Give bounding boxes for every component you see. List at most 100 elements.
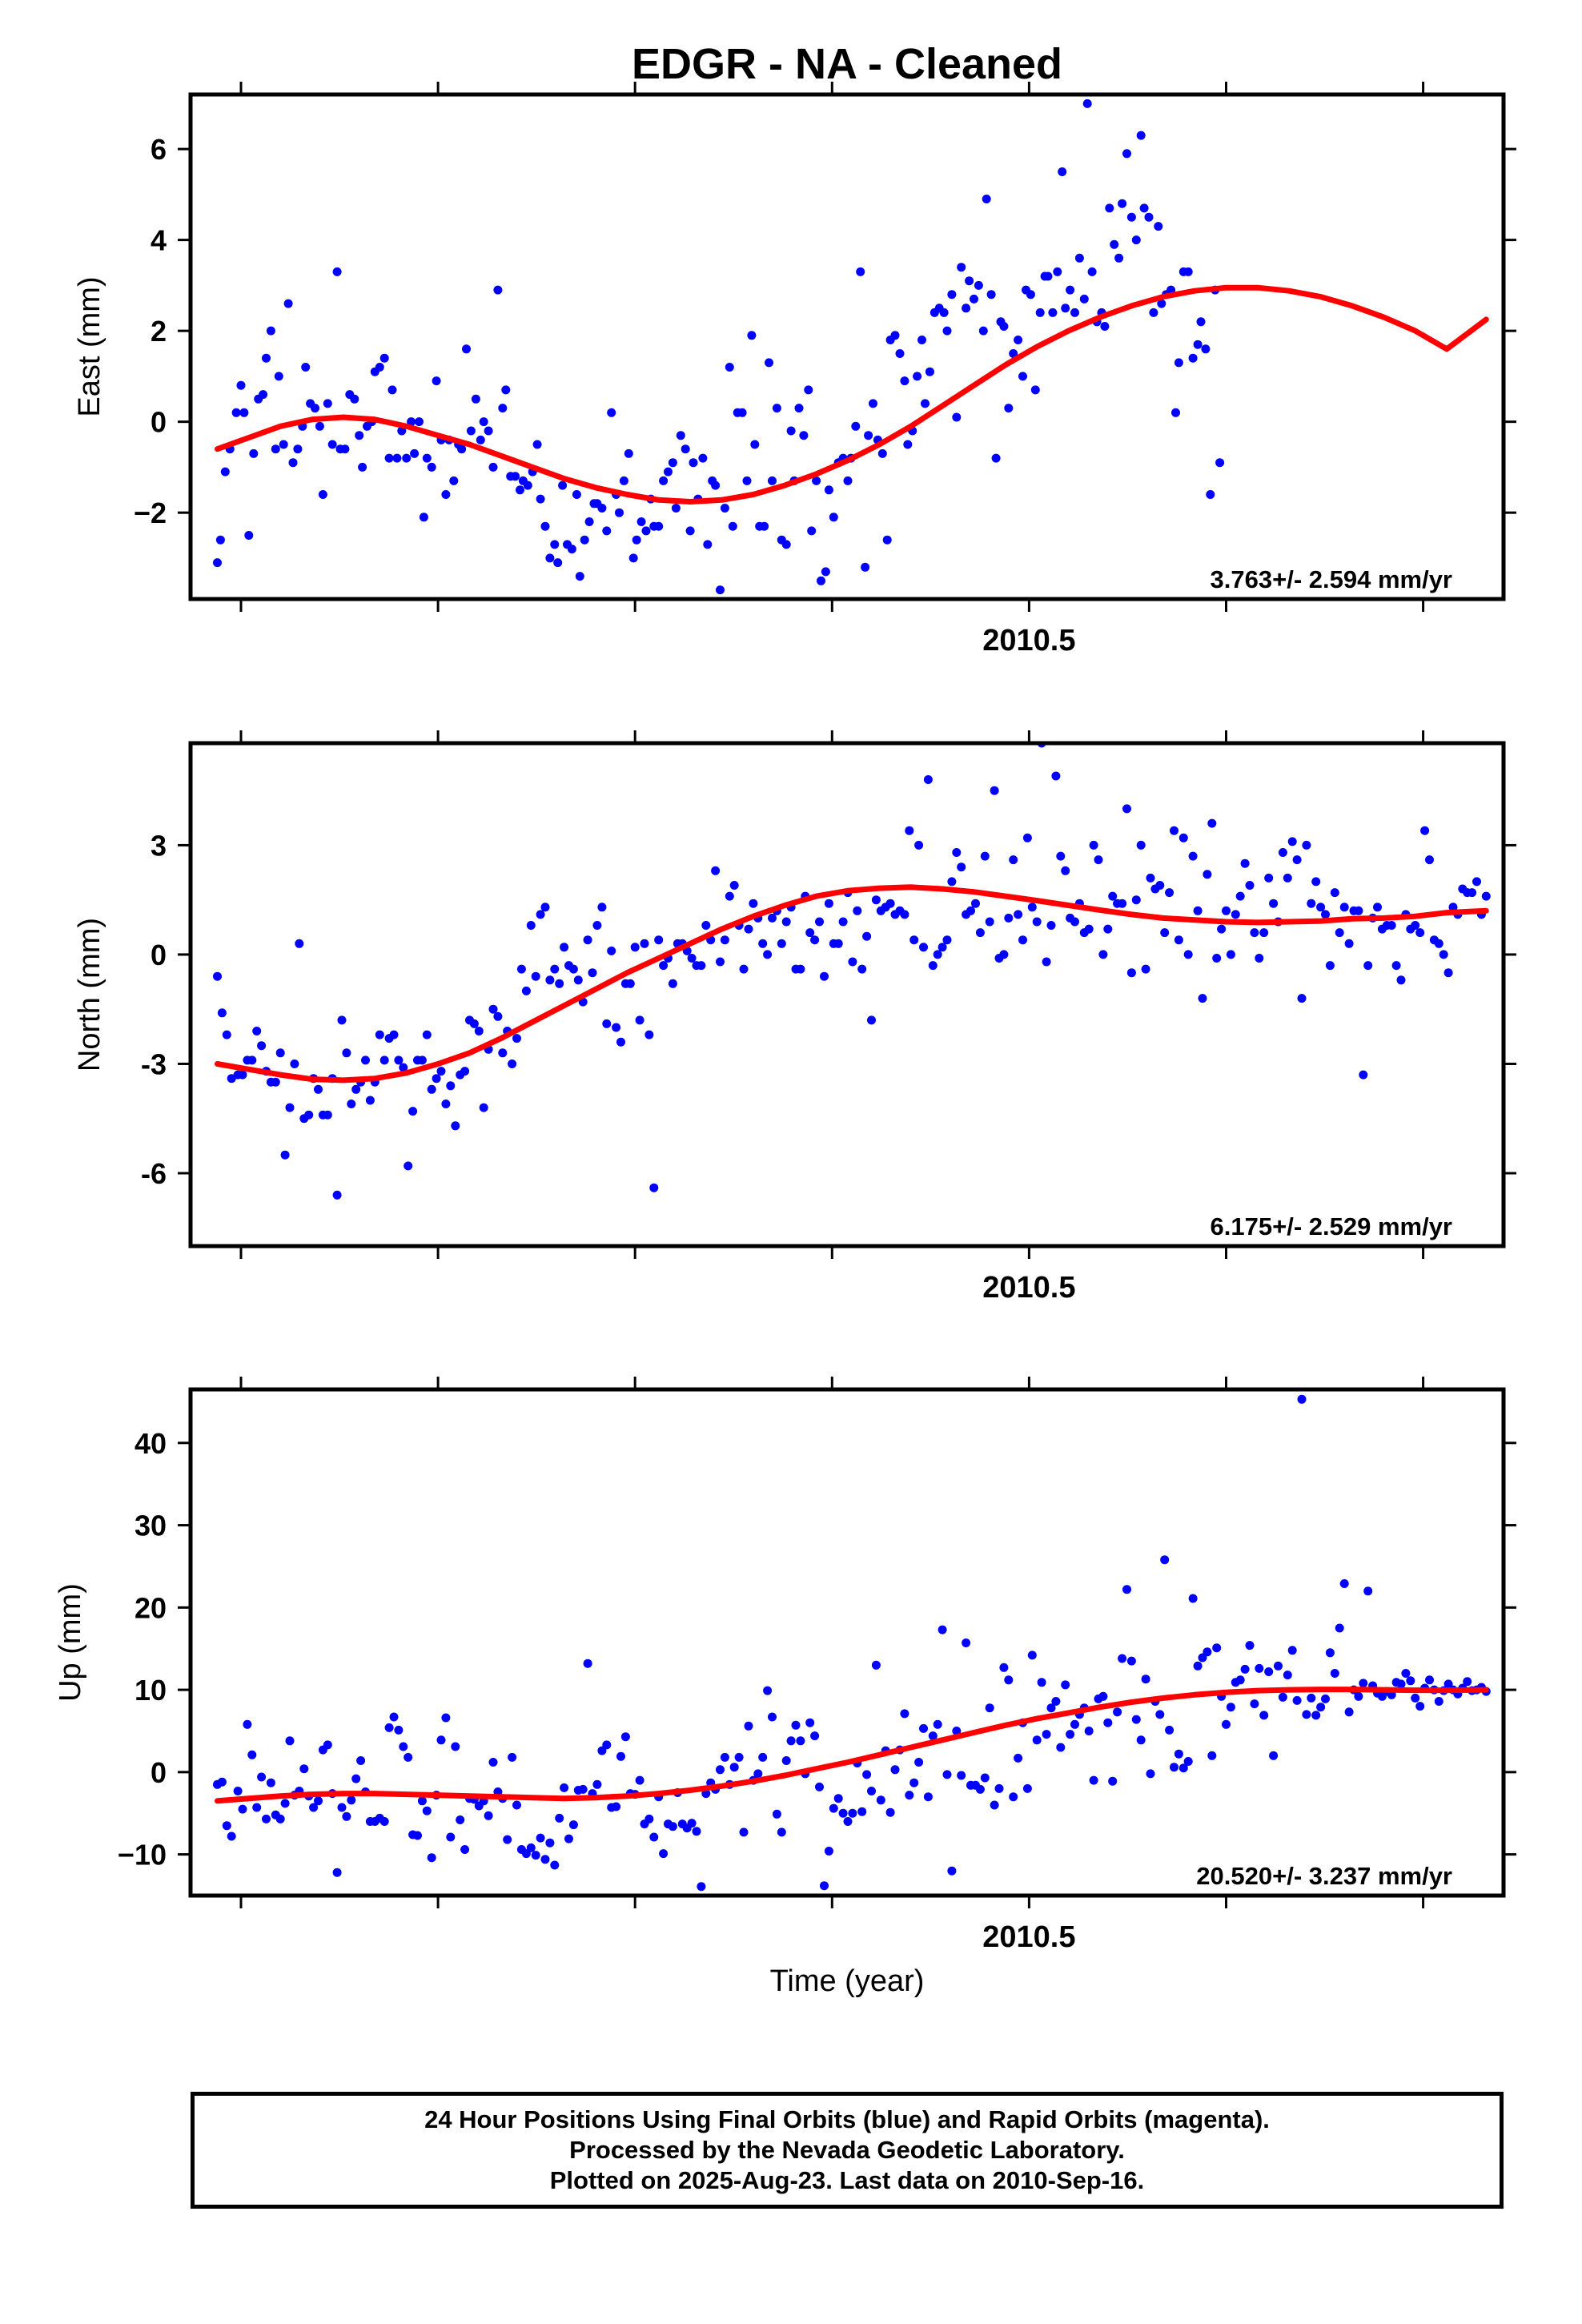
north-point <box>900 910 909 919</box>
north-point <box>1160 928 1170 938</box>
north-point <box>271 1077 280 1087</box>
up-point <box>1212 1643 1222 1653</box>
east-frame <box>188 92 1506 601</box>
north-point <box>952 848 962 857</box>
east-ytick-label: −2 <box>134 497 167 529</box>
up-point <box>351 1774 361 1783</box>
north-point <box>1307 899 1316 908</box>
east-point <box>824 485 833 495</box>
north-point <box>573 975 583 985</box>
up-point <box>1434 1697 1443 1706</box>
north-rate-label: 6.175+/- 2.529 mm/yr <box>1211 1212 1452 1240</box>
up-point <box>791 1720 801 1730</box>
east-point <box>1026 290 1035 300</box>
east-point <box>615 508 624 517</box>
east-point <box>318 490 327 499</box>
north-point <box>999 950 1009 959</box>
north-point <box>720 935 729 945</box>
east-point <box>807 526 817 536</box>
up-point <box>389 1712 399 1722</box>
up-point <box>1155 1710 1165 1719</box>
north-point <box>781 917 791 927</box>
east-point <box>903 440 913 449</box>
east-point <box>1009 349 1018 358</box>
east-ytick-label: 6 <box>151 133 167 166</box>
up-point <box>697 1882 706 1892</box>
north-point <box>257 1041 267 1051</box>
up-point <box>796 1736 805 1746</box>
north-point <box>644 1030 654 1039</box>
north-point <box>1183 950 1193 959</box>
up-point <box>1061 1680 1070 1690</box>
north-point <box>417 1055 427 1065</box>
up-point <box>1046 1703 1056 1713</box>
up-point <box>446 1832 456 1842</box>
up-point <box>550 1860 560 1870</box>
up-point <box>729 1763 739 1772</box>
north-point <box>550 964 560 974</box>
up-point <box>820 1881 829 1891</box>
east-point <box>1110 239 1119 249</box>
north-point <box>1245 881 1255 890</box>
east-point <box>768 476 777 485</box>
up-point <box>578 1784 588 1794</box>
east-point <box>355 431 364 440</box>
up-rate-label: 20.520+/- 3.237 mm/yr <box>1196 1862 1452 1890</box>
up-point <box>909 1778 919 1787</box>
east-xtick-label: 2010.5 <box>982 624 1075 657</box>
east-ytick-label: 0 <box>151 406 167 439</box>
up-point <box>824 1847 833 1856</box>
north-point <box>1363 961 1373 971</box>
east-point <box>821 567 830 577</box>
north-point <box>1411 921 1420 930</box>
east-point <box>1014 336 1023 344</box>
east-point <box>1144 212 1154 222</box>
up-point <box>1136 1735 1146 1745</box>
up-point <box>1146 1769 1155 1779</box>
up-point <box>815 1782 824 1791</box>
up-point <box>942 1770 952 1779</box>
up-point <box>753 1769 763 1779</box>
north-point <box>1122 804 1131 814</box>
north-point <box>1259 928 1269 938</box>
north-point <box>1344 939 1354 948</box>
x-axis-label: Time (year) <box>770 1964 925 1998</box>
east-point <box>939 308 949 317</box>
north-point <box>1126 968 1136 978</box>
east-point <box>1206 490 1215 499</box>
east-point <box>786 426 796 436</box>
up-point <box>1056 1743 1066 1752</box>
up-point <box>252 1803 262 1812</box>
up-point <box>1339 1579 1349 1588</box>
north-point <box>469 1019 479 1028</box>
north-point <box>749 899 758 908</box>
up-point <box>1344 1707 1354 1717</box>
east-point <box>387 385 397 395</box>
up-point <box>871 1660 881 1670</box>
north-point <box>1165 888 1174 898</box>
east-point <box>843 476 853 485</box>
north-ytick-label: 0 <box>151 939 167 971</box>
up-point <box>1396 1679 1406 1689</box>
footer-line-1: 24 Hour Positions Using Final Orbits (bl… <box>424 2105 1270 2133</box>
up-point <box>1042 1730 1051 1739</box>
east-point <box>1183 267 1193 276</box>
north-point <box>768 913 777 923</box>
north-point <box>1022 833 1032 842</box>
north-point <box>422 1030 432 1039</box>
east-point <box>947 290 957 300</box>
up-point <box>957 1771 966 1780</box>
up-point <box>460 1845 470 1854</box>
east-point <box>882 535 892 545</box>
north-point <box>862 931 872 941</box>
up-point <box>687 1819 697 1828</box>
north-point <box>1056 851 1066 861</box>
east-point <box>323 399 332 408</box>
east-point <box>869 399 877 408</box>
north-point <box>871 895 881 905</box>
north-point <box>1146 873 1155 883</box>
east-point <box>293 444 303 454</box>
east-ytick-label: 2 <box>151 315 167 348</box>
up-point <box>923 1792 933 1802</box>
